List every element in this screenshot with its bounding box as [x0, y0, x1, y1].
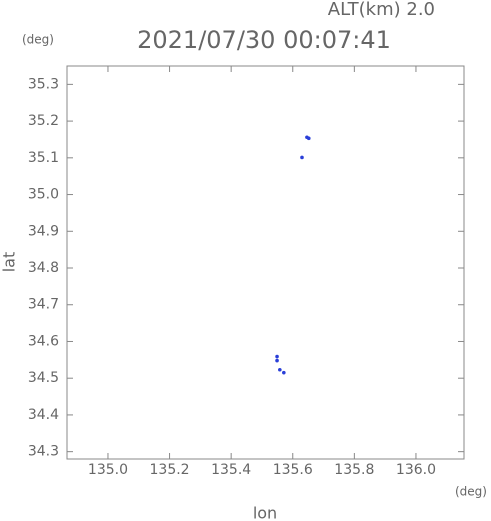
plot-frame [66, 65, 465, 460]
x-tick-label: 135.8 [334, 462, 374, 478]
point [278, 367, 282, 372]
y-tick-label: 34.8 [28, 260, 59, 276]
chart-title: 2021/07/30 00:07:41 [137, 26, 391, 54]
point [275, 354, 279, 359]
point [282, 370, 286, 375]
altitude-annotation: ALT(km) 2.0 [328, 0, 435, 20]
y-tick-label: 35.2 [28, 113, 59, 129]
y-tick-label: 34.4 [28, 407, 59, 423]
x-axis-label: lon [253, 504, 277, 521]
y-tick-label: 34.7 [28, 297, 59, 313]
point [300, 155, 304, 160]
y-unit: (deg) [22, 33, 54, 47]
y-tick-label: 34.5 [28, 370, 59, 386]
x-unit: (deg) [455, 485, 487, 499]
y-tick-label: 34.3 [28, 444, 59, 460]
x-tick-label: 135.6 [273, 462, 313, 478]
x-tick-label: 135.0 [88, 462, 128, 478]
y-tick-label: 34.6 [28, 333, 59, 349]
x-tick-label: 135.2 [150, 462, 190, 478]
y-tick-label: 35.1 [28, 150, 59, 166]
x-tick-label: 135.4 [211, 462, 251, 478]
y-tick-label: 35.3 [28, 76, 59, 92]
point [306, 136, 311, 141]
y-axis-label: lat [0, 252, 19, 273]
x-tick-label: 136.0 [396, 462, 436, 478]
y-tick-label: 35.0 [28, 187, 59, 203]
y-tick-label: 34.9 [28, 223, 59, 239]
point [275, 358, 279, 363]
